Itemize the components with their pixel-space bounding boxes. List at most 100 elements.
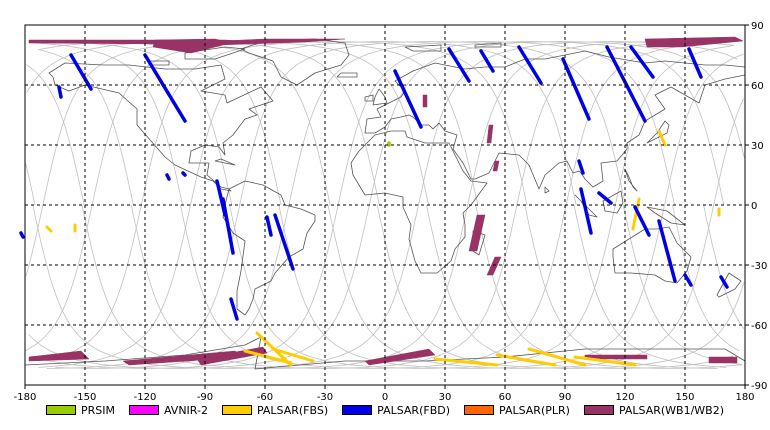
x-tick-label: 30 xyxy=(439,392,452,400)
swath-fbd xyxy=(683,273,693,287)
x-tick-label: 150 xyxy=(675,392,694,400)
orbit-track xyxy=(26,40,738,370)
legend-swatch xyxy=(45,405,76,415)
swath-fbd xyxy=(633,205,651,237)
orbit-track xyxy=(31,40,740,370)
orbit-track xyxy=(30,41,710,370)
swath-fbd xyxy=(143,53,187,123)
swath-fbd xyxy=(265,215,273,237)
swath-fbd xyxy=(719,275,729,289)
swath-fbs xyxy=(527,347,587,367)
swath-fbs xyxy=(657,129,667,147)
x-tick-label: 120 xyxy=(615,392,634,400)
swath-wb xyxy=(486,124,494,144)
orbit-track xyxy=(25,40,745,370)
swath-fbd xyxy=(165,173,171,181)
land-outline xyxy=(574,194,598,218)
swath-fbd xyxy=(629,45,655,79)
legend-swatch xyxy=(342,405,373,415)
swath-wb xyxy=(486,256,502,276)
swath-wb xyxy=(218,38,346,46)
orbit-track xyxy=(38,40,718,369)
land-outline xyxy=(544,186,550,194)
land-outline xyxy=(716,272,742,298)
land-outline xyxy=(474,42,502,48)
legend-label: PRSIM xyxy=(80,403,115,417)
swath-fbs xyxy=(271,347,315,363)
land-outline xyxy=(612,226,692,284)
legend-item-plr: PALSAR(PLR) xyxy=(464,404,570,417)
swath-fbd xyxy=(181,171,187,177)
land-outline xyxy=(364,94,374,102)
x-tick-label: -90 xyxy=(197,392,213,400)
legend-label: PALSAR(PLR) xyxy=(499,403,570,417)
swath-fbs xyxy=(631,197,641,231)
orbit-track xyxy=(55,40,743,370)
swath-fbd xyxy=(69,53,93,91)
land-outline xyxy=(646,120,670,144)
y-tick-label: 30 xyxy=(751,141,764,152)
legend-swatch xyxy=(583,405,614,415)
legend-label: PALSAR(FBS) xyxy=(256,403,329,417)
swath-wb xyxy=(364,348,436,366)
legend-item-fbd: PALSAR(FBD) xyxy=(342,404,450,417)
x-tick-label: -60 xyxy=(257,392,273,400)
legend-swatch xyxy=(464,405,495,415)
x-tick-label: -30 xyxy=(317,392,333,400)
swath-fbd xyxy=(215,179,227,217)
legend-item-avnir2: AVNIR-2 xyxy=(128,403,208,417)
swath-fbd xyxy=(229,297,239,321)
orbit-track xyxy=(47,40,735,370)
swath-fbd xyxy=(479,49,495,73)
x-tick-label: 180 xyxy=(735,392,754,400)
land-outline xyxy=(48,62,274,192)
swath-wb xyxy=(492,160,500,172)
land-outline xyxy=(602,190,624,214)
swath-fbd xyxy=(447,47,471,83)
swath-fbd xyxy=(605,45,647,123)
swath-fbs xyxy=(45,225,53,233)
land-outline xyxy=(404,44,442,52)
y-tick-label: 90 xyxy=(751,21,764,32)
legend-swatch xyxy=(128,405,159,415)
orbit-track xyxy=(46,40,727,369)
land-outline xyxy=(184,46,246,60)
swath-fbd xyxy=(579,187,593,235)
legend: PRSIM AVNIR-2 PALSAR(FBS) PALSAR(FBD) PALSAR… xyxy=(0,401,770,419)
land-outline xyxy=(336,72,358,78)
swath-fbs xyxy=(495,353,557,367)
y-tick-label: 60 xyxy=(751,81,764,92)
y-tick-label: 0 xyxy=(751,201,757,212)
legend-swatch xyxy=(221,405,252,415)
swath-wb xyxy=(468,214,486,252)
land-outline xyxy=(646,206,686,226)
x-tick-label: -120 xyxy=(134,392,157,400)
orbit-track xyxy=(38,41,719,370)
orbit-tracks xyxy=(25,40,745,370)
swath-fbd xyxy=(517,45,543,85)
swath-fbd xyxy=(561,57,591,121)
land-outline xyxy=(214,158,236,166)
swath-fbd xyxy=(577,159,585,175)
x-tick-label: -150 xyxy=(74,392,97,400)
swath-wb xyxy=(28,350,90,362)
y-tick-label: -30 xyxy=(751,261,767,272)
land-outline xyxy=(624,168,638,192)
swath-wb xyxy=(644,36,744,48)
land-outline xyxy=(364,50,746,190)
swath-fbd xyxy=(393,69,423,129)
swath-wb xyxy=(422,94,428,108)
swath-fbs xyxy=(243,349,293,365)
legend-label: AVNIR-2 xyxy=(163,403,208,417)
swath-fbd xyxy=(687,47,703,79)
x-tick-label: -180 xyxy=(14,392,37,400)
swath-fbd xyxy=(597,191,613,205)
x-tick-label: 90 xyxy=(559,392,572,400)
orbit-track xyxy=(25,40,734,370)
x-tick-label: 0 xyxy=(382,392,388,400)
x-tick-label: 60 xyxy=(499,392,512,400)
world-map: -180 -150 -120 -90 -60 -30 0 30 60 90 120 150 180 90 6… xyxy=(14,21,768,400)
legend-item-prism: PRSIM xyxy=(45,403,115,417)
swath-wb xyxy=(708,356,738,364)
